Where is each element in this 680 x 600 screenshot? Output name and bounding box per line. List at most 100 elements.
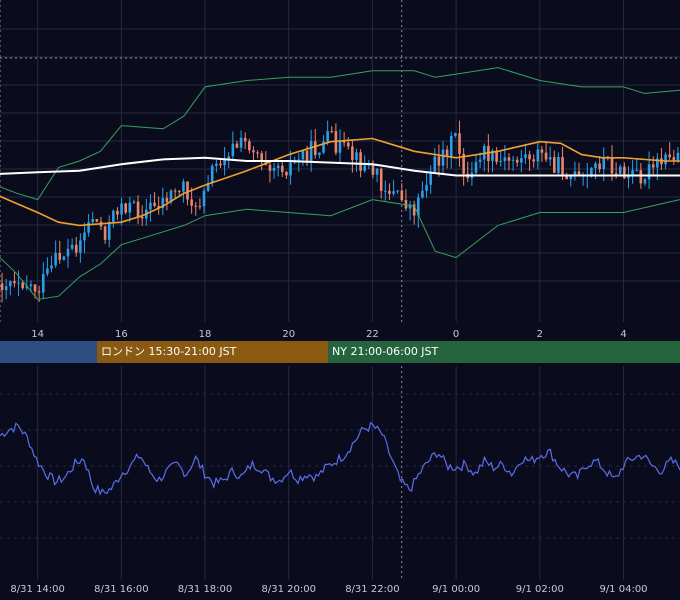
x-tick-label: 18 xyxy=(199,329,212,340)
candle-body xyxy=(79,240,82,253)
candle-body xyxy=(598,163,601,170)
candle-body xyxy=(491,150,494,161)
candle-body xyxy=(210,165,214,184)
date-label: 8/31 16:00 xyxy=(94,584,149,595)
candle-body xyxy=(313,141,317,156)
candle-body xyxy=(235,143,239,148)
session-tokyo xyxy=(0,341,97,363)
candle-body xyxy=(326,131,329,142)
candle-body xyxy=(602,156,606,170)
osc-series-line xyxy=(0,421,680,496)
candle-body xyxy=(140,217,144,219)
candle-body xyxy=(515,159,519,163)
candle-body xyxy=(565,175,568,180)
candle-body xyxy=(511,159,515,161)
candle-body xyxy=(408,204,412,209)
candle-body xyxy=(243,137,247,142)
candle-body xyxy=(577,171,581,177)
candle-body xyxy=(289,162,292,176)
date-axis: 8/31 14:00 8/31 16:00 8/31 18:00 8/31 20… xyxy=(0,580,680,600)
candle-body xyxy=(165,197,169,203)
oscillator-grid xyxy=(0,366,680,580)
candle-body xyxy=(532,159,535,162)
candle-body xyxy=(227,156,231,160)
session-bar: ロンドン 15:30-21:00 JST NY 21:00-06:00 JST xyxy=(0,341,680,363)
candle-body xyxy=(231,143,235,157)
date-label: 8/31 18:00 xyxy=(177,584,233,595)
candle-body xyxy=(4,286,8,291)
candle-body xyxy=(112,210,115,222)
candle-body xyxy=(149,202,152,210)
candle-body xyxy=(676,152,680,161)
candle-body xyxy=(520,158,523,163)
candle-body xyxy=(107,221,111,240)
candle-body xyxy=(103,226,107,240)
price-chart[interactable]: 14 16 18 20 22 0 2 4 xyxy=(0,0,680,341)
session-london: ロンドン 15:30-21:00 JST xyxy=(97,341,328,363)
candle-body xyxy=(25,286,29,289)
date-label: 8/31 22:00 xyxy=(345,584,400,595)
x-tick-label: 14 xyxy=(31,329,44,340)
x-tick-label: 20 xyxy=(282,329,295,340)
candle-body xyxy=(318,152,321,156)
candle-body xyxy=(268,164,272,171)
candle-body xyxy=(569,174,573,180)
candle-body xyxy=(46,268,49,274)
candle-body xyxy=(17,282,20,284)
x-tick-label: 22 xyxy=(366,329,379,340)
candle-body xyxy=(41,273,45,293)
candle-body xyxy=(190,199,193,206)
oscillator-chart[interactable] xyxy=(0,366,680,580)
candle-body xyxy=(437,156,441,166)
candle-body xyxy=(186,181,189,200)
candle-body xyxy=(664,154,667,165)
candle-body xyxy=(433,156,437,172)
candle-body xyxy=(153,202,156,206)
candle-body xyxy=(363,165,367,171)
candle-body xyxy=(388,190,391,194)
candle-body xyxy=(256,152,259,154)
candle-body xyxy=(635,170,639,172)
candle-body xyxy=(309,141,313,162)
candle-body xyxy=(445,149,449,157)
candle-body xyxy=(610,157,614,174)
candle-body xyxy=(342,141,346,143)
candle-body xyxy=(417,197,420,216)
candle-body xyxy=(346,142,350,147)
candle-body xyxy=(639,170,643,184)
candle-body xyxy=(561,157,564,176)
candle-body xyxy=(219,163,222,166)
candle-body xyxy=(478,159,482,162)
candle-body xyxy=(495,150,498,162)
candle-body xyxy=(272,167,276,171)
candle-body xyxy=(379,168,383,191)
candle-body xyxy=(524,154,527,159)
candle-body xyxy=(91,219,95,223)
candle-body xyxy=(297,159,301,161)
candle-body xyxy=(404,200,408,209)
candle-body xyxy=(647,164,651,180)
candle-body xyxy=(454,133,457,136)
candle-body xyxy=(643,179,647,184)
candle-body xyxy=(441,149,445,166)
candle-body xyxy=(355,152,358,161)
candle-body xyxy=(128,202,132,213)
candle-body xyxy=(120,203,123,215)
x-tick-label: 0 xyxy=(453,329,459,340)
date-label: 9/1 02:00 xyxy=(515,584,564,595)
long-ma-line xyxy=(0,156,680,177)
candle-body xyxy=(285,171,288,176)
candle-body xyxy=(50,265,53,269)
candle-body xyxy=(21,282,24,289)
candle-body xyxy=(631,170,634,176)
candle-body xyxy=(198,206,202,208)
candle-body xyxy=(371,164,375,175)
candle-body xyxy=(672,157,676,161)
candle-body xyxy=(627,175,630,179)
candle-body xyxy=(462,153,465,174)
candle-body xyxy=(375,168,379,175)
candle-body xyxy=(623,166,626,179)
candle-body xyxy=(54,253,57,266)
candle-body xyxy=(557,157,560,173)
price-x-axis: 14 16 18 20 22 0 2 4 xyxy=(0,322,680,341)
